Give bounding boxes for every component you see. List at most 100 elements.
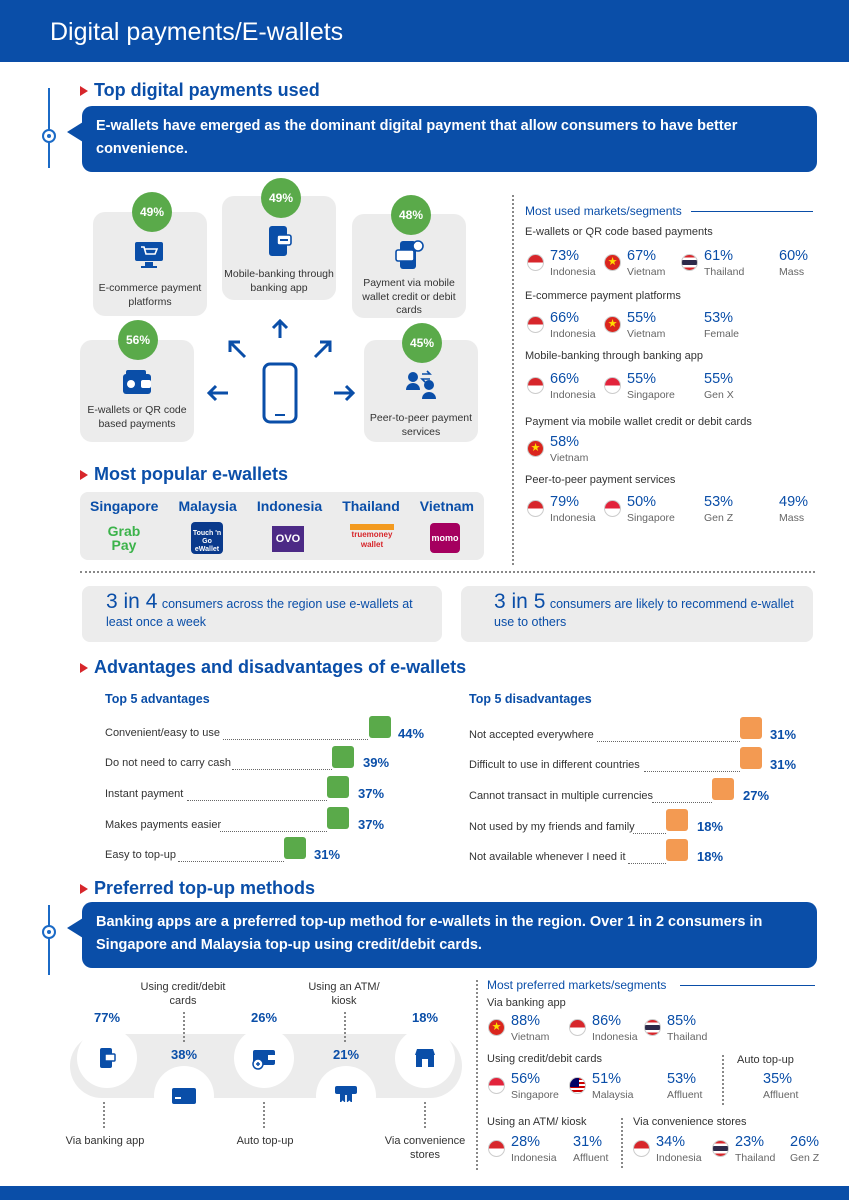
advantage-pct: 37% xyxy=(358,817,385,832)
arrow-up-icon xyxy=(270,318,290,345)
wallet-icon xyxy=(120,366,154,405)
segment-name: Female xyxy=(704,328,740,340)
section-arrow-icon xyxy=(80,884,88,895)
segment-value: 66% xyxy=(550,310,580,326)
segment-name: Thailand xyxy=(704,266,745,278)
disadvantage-label: Difficult to use in different countries xyxy=(469,759,640,771)
section-title-ewallets: Most popular e-wallets xyxy=(80,464,288,485)
green-wallet-icon xyxy=(327,807,349,829)
segment-name: Gen X xyxy=(704,389,734,401)
topup-callout: Banking apps are a preferred top-up meth… xyxy=(67,902,817,968)
flag-vietnam-icon: ★ xyxy=(604,316,621,333)
arrow-up-right-icon xyxy=(312,338,334,365)
segment-label: Payment via mobile wallet credit or debi… xyxy=(525,416,752,428)
segment-name: Singapore xyxy=(511,1089,559,1101)
ewallet-country: Singapore xyxy=(90,498,159,514)
segment-label: Auto top-up xyxy=(737,1054,794,1066)
advantage-label: Do not need to carry cash xyxy=(105,757,231,769)
topup-circle xyxy=(77,1028,137,1088)
dot-leader xyxy=(628,863,666,864)
topup-circle xyxy=(316,1066,376,1126)
segment-value: 61% xyxy=(704,248,734,264)
section-title-top-payments: Top digital payments used xyxy=(80,80,320,101)
segment-name: Gen Z xyxy=(790,1152,820,1164)
orange-wallet-icon xyxy=(740,747,762,769)
divider xyxy=(722,1055,724,1105)
topup-circle xyxy=(395,1028,455,1088)
advantage-label: Makes payments easier xyxy=(105,819,222,831)
segment-value: 88% xyxy=(511,1013,541,1029)
segment-value: 53% xyxy=(704,494,734,510)
topup-label: Via banking app xyxy=(65,1135,145,1147)
advantage-pct: 37% xyxy=(358,786,385,801)
section-title-advantages: Advantages and disadvantages of e-wallet… xyxy=(80,657,466,678)
segment-value: 67% xyxy=(627,248,657,264)
credit-card-icon xyxy=(172,1088,196,1104)
topup-circle xyxy=(154,1066,214,1126)
segment-value: 51% xyxy=(592,1071,622,1087)
page-title: Digital payments/E-wallets xyxy=(50,18,344,46)
disadvantage-pct: 18% xyxy=(697,849,724,864)
grabpay-logo: Grab Pay xyxy=(107,523,141,553)
segment-value: 79% xyxy=(550,494,580,510)
arrow-up-left-icon xyxy=(226,338,248,365)
advantage-label: Instant payment xyxy=(105,788,184,800)
atm-icon xyxy=(335,1086,357,1107)
disadvantage-label: Not available whenever I need it xyxy=(469,851,626,863)
segment-name: Mass xyxy=(779,266,805,278)
orange-wallet-icon xyxy=(666,809,688,831)
section-arrow-icon xyxy=(80,470,88,481)
segment-label: Via convenience stores xyxy=(633,1116,747,1128)
advantage-pct: 31% xyxy=(314,847,341,862)
arrow-left-icon xyxy=(206,384,230,407)
segment-name: Indonesia xyxy=(550,512,596,524)
connector xyxy=(424,1102,426,1128)
segment-name: Indonesia xyxy=(511,1152,557,1164)
page-footer xyxy=(0,1186,849,1200)
dot-leader xyxy=(597,741,740,742)
timeline-target-icon xyxy=(42,129,56,143)
topup-pct: 38% xyxy=(170,1047,198,1062)
timeline-line xyxy=(48,905,50,975)
most-used-title: Most used markets/segments xyxy=(525,204,682,218)
segment-value: 53% xyxy=(667,1071,697,1087)
truemoney-logo: truemoney wallet xyxy=(350,524,394,550)
green-wallet-icon xyxy=(332,746,354,768)
disadvantage-label: Not used by my friends and family xyxy=(469,821,635,833)
disadvantage-pct: 31% xyxy=(770,757,797,772)
green-wallet-icon xyxy=(369,716,391,738)
ovo-logo: OVO xyxy=(272,526,304,552)
orange-wallet-icon xyxy=(740,717,762,739)
stat-box xyxy=(461,586,813,642)
section-arrow-icon xyxy=(80,86,88,97)
segment-name: Vietnam xyxy=(627,328,666,340)
advantage-pct: 39% xyxy=(363,755,390,770)
store-icon xyxy=(415,1049,435,1067)
touchngo-logo: Touch 'n Go eWallet xyxy=(191,522,223,554)
topup-label: Using an ATM/ kiosk xyxy=(308,981,380,1007)
connector xyxy=(183,1012,185,1042)
momo-logo: momo xyxy=(430,523,460,553)
flag-vietnam-icon: ★ xyxy=(488,1019,505,1036)
segment-value: 55% xyxy=(627,371,657,387)
flag-thailand-icon xyxy=(681,254,698,271)
arrow-right-icon xyxy=(332,384,356,407)
flag-singapore-icon xyxy=(488,1077,505,1094)
divider xyxy=(80,571,815,573)
payment-pct-badge: 49% xyxy=(132,192,172,232)
flag-thailand-icon xyxy=(644,1019,661,1036)
disadvantage-pct: 18% xyxy=(697,819,724,834)
connector xyxy=(263,1102,265,1128)
section-arrow-icon xyxy=(80,663,88,674)
topup-label: Via convenience stores xyxy=(384,1135,466,1161)
segment-name: Affluent xyxy=(667,1089,703,1101)
green-wallet-icon xyxy=(327,776,349,798)
segment-name: Singapore xyxy=(627,389,675,401)
topup-pct: 77% xyxy=(93,1010,121,1025)
segment-value: 56% xyxy=(511,1071,541,1087)
orange-wallet-icon xyxy=(666,839,688,861)
segment-name: Indonesia xyxy=(550,328,596,340)
segment-name: Affluent xyxy=(763,1089,799,1101)
ewallet-country: Thailand xyxy=(342,498,400,514)
payment-label: Mobile-banking through banking app xyxy=(224,268,334,294)
